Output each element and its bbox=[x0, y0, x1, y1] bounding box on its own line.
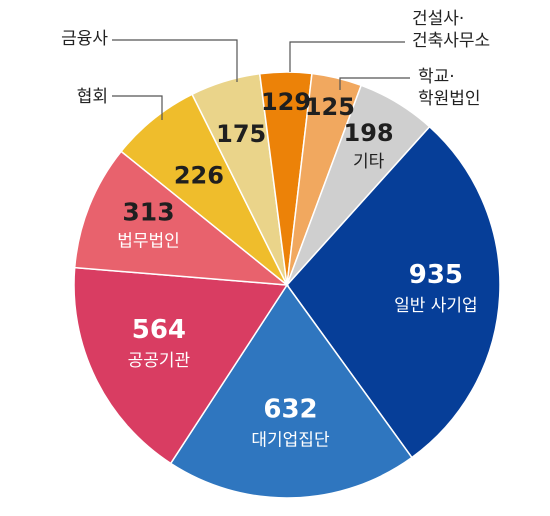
category-label-7: 건축사무소 bbox=[412, 31, 490, 51]
category-label-5: 협회 bbox=[77, 87, 108, 107]
category-label-8: 학교· bbox=[418, 67, 455, 87]
slice-labels: 935 일반 사기업 632 대기업집단 564 공공기관 313 법무법인 226 협회 175 금… bbox=[61, 9, 490, 451]
category-label-8: 학원법인 bbox=[418, 89, 481, 109]
value-label-5: 226 bbox=[174, 161, 224, 189]
leader-line-6 bbox=[112, 39, 238, 82]
slice-9 bbox=[286, 84, 431, 286]
category-label-3: 공공기관 bbox=[128, 351, 191, 371]
value-label-6: 175 bbox=[216, 120, 266, 148]
pie-slices bbox=[73, 71, 501, 499]
leader-line-8 bbox=[339, 77, 410, 90]
category-label-6: 금융사 bbox=[61, 29, 108, 49]
category-label-7: 건설사· bbox=[412, 9, 464, 29]
value-label-8: 125 bbox=[305, 93, 355, 121]
value-label-9: 198 bbox=[344, 119, 394, 147]
slice-4 bbox=[73, 150, 290, 286]
leader-lines bbox=[112, 39, 410, 120]
value-label-2: 632 bbox=[263, 395, 317, 425]
value-label-1: 935 bbox=[409, 260, 463, 290]
slice-2 bbox=[169, 283, 413, 499]
value-label-4: 313 bbox=[122, 198, 174, 227]
category-label-9: 기타 bbox=[353, 152, 385, 172]
leader-line-5 bbox=[112, 95, 163, 120]
leader-line-7 bbox=[289, 41, 405, 72]
category-label-1: 일반 사기업 bbox=[394, 296, 478, 316]
category-label-2: 대기업집단 bbox=[251, 431, 330, 451]
category-label-4: 법무법인 bbox=[117, 232, 180, 252]
value-label-3: 564 bbox=[132, 315, 186, 345]
slice-1 bbox=[286, 125, 501, 459]
value-label-7: 129 bbox=[261, 88, 311, 116]
slice-3 bbox=[73, 266, 289, 465]
